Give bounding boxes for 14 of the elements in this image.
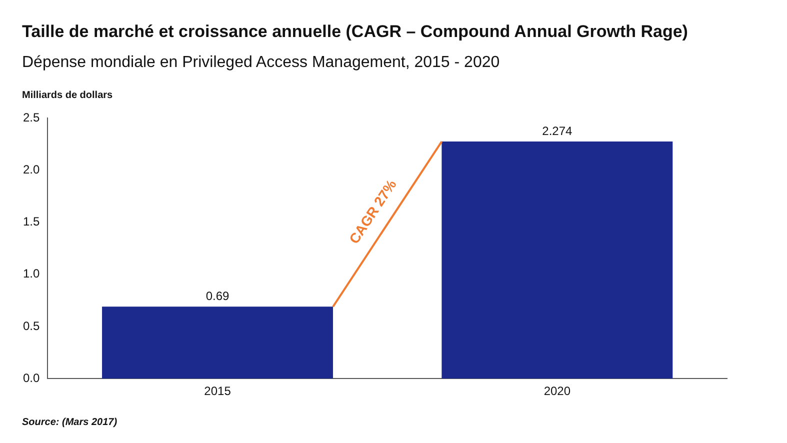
y-tick-label: 0.5 [22,318,40,333]
chart-subtitle: Dépense mondiale en Privileged Access Management, 2015 - 2020 [22,54,500,72]
y-tick-label: 1.0 [22,266,40,281]
x-tick-label: 2015 [204,384,232,398]
source-note: Source: (Mars 2017) [22,417,118,428]
y-axis-title: Milliards de dollars [22,90,113,101]
chart-title: Taille de marché et croissance annuelle (CAGR – Compound Annual Growth Rage) [22,22,688,42]
y-tick-label: 0.0 [22,370,40,385]
y-tick-label: 2.5 [22,110,40,124]
x-tick-label: 2020 [544,384,571,398]
y-tick-label: 2.0 [22,162,40,176]
y-tick-label: 1.5 [22,214,40,229]
data-label: 0.69 [206,288,230,303]
data-label: 2.274 [542,124,573,138]
